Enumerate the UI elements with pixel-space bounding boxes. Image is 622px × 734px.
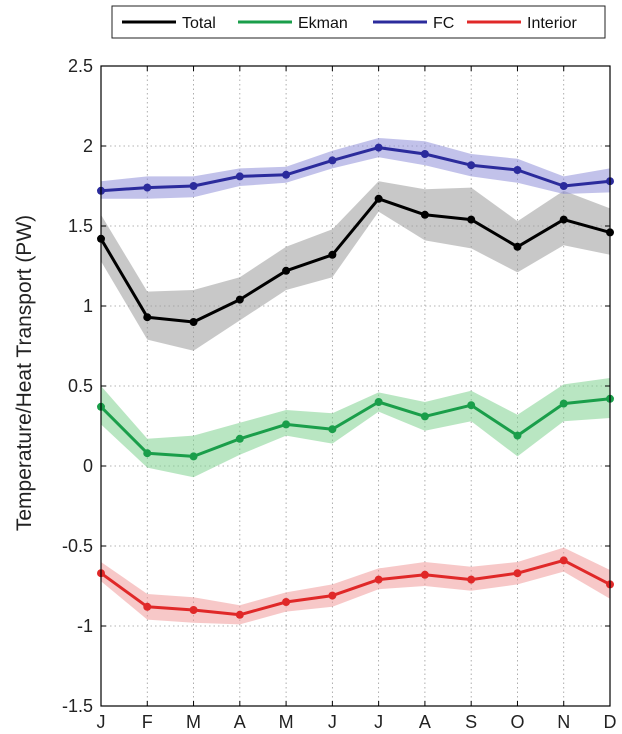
total-point — [143, 313, 152, 322]
ekman-line — [99, 397, 611, 458]
ekman-point — [513, 431, 522, 440]
ekman-point — [235, 434, 244, 443]
uncertainty-bands — [101, 138, 610, 625]
y-tick-label: 2 — [83, 136, 93, 156]
total-point — [189, 318, 198, 326]
y-tick-label: 0 — [83, 456, 93, 476]
x-tick-label: A — [234, 712, 246, 732]
total-point — [282, 266, 291, 275]
y-tick-label: 1.5 — [68, 216, 93, 236]
y-tick-label: 2.5 — [68, 56, 93, 76]
x-tick-label: O — [510, 712, 524, 732]
total-point — [467, 215, 476, 224]
interior-point — [374, 575, 383, 584]
legend-label-fc: FC — [433, 15, 454, 32]
interior-point — [559, 556, 568, 565]
ekman-point — [467, 401, 476, 410]
x-tick-label: J — [328, 712, 337, 732]
axis-ticks — [100, 65, 611, 707]
total-line — [99, 197, 611, 324]
fc-point — [328, 156, 337, 165]
x-tick-label: S — [465, 712, 477, 732]
x-tick-label: D — [604, 712, 617, 732]
fc-point — [189, 182, 198, 190]
fc-line — [100, 146, 611, 193]
y-tick-label: -1 — [77, 616, 93, 636]
x-tick-label: J — [97, 712, 106, 732]
series-lines — [99, 146, 611, 617]
fc-point — [235, 172, 244, 181]
interior-point — [235, 610, 244, 619]
interior-point — [467, 575, 476, 584]
fc-point — [467, 161, 476, 170]
total-point — [559, 215, 568, 224]
ekman-point — [374, 398, 383, 406]
legend: Total Ekman FC Interior — [111, 5, 606, 39]
total-point — [235, 295, 244, 304]
legend-label-total: Total — [182, 15, 216, 32]
fc-point — [282, 170, 291, 179]
x-tick-label: A — [419, 712, 431, 732]
legend-box — [111, 5, 606, 39]
ekman-band — [101, 378, 610, 478]
fc-point — [513, 166, 522, 174]
total-point — [513, 242, 522, 251]
total-point — [420, 210, 429, 219]
y-tick-label: -0.5 — [62, 536, 93, 556]
total-band — [101, 181, 610, 351]
y-tick-label: -1.5 — [62, 696, 93, 716]
interior-point — [282, 598, 291, 606]
fc-band — [101, 138, 610, 199]
x-tick-label: F — [142, 712, 153, 732]
x-tick-label: J — [374, 712, 383, 732]
interior-band — [101, 547, 610, 625]
fc-point — [559, 182, 568, 190]
x-tick-label: N — [557, 712, 570, 732]
ekman-point — [559, 399, 568, 408]
fc-point — [374, 143, 383, 152]
series-points — [97, 143, 614, 619]
fc-point — [420, 150, 429, 158]
total-point — [374, 194, 383, 203]
y-axis-label: Temperature/Heat Transport (PW) — [13, 215, 36, 531]
legend-label-ekman: Ekman — [298, 15, 348, 32]
fc-point — [143, 183, 152, 192]
ekman-point — [282, 420, 291, 429]
interior-point — [189, 606, 198, 614]
ekman-point — [189, 452, 198, 461]
y-tick-labels: -1.5 -1 -0.5 0 0.5 1 1.5 2 2.5 — [62, 56, 93, 716]
ekman-point — [420, 412, 429, 421]
interior-point — [513, 569, 522, 578]
x-tick-label: M — [279, 712, 294, 732]
interior-line — [100, 558, 611, 617]
interior-point — [143, 602, 152, 611]
ekman-point — [328, 425, 337, 434]
ekman-point — [143, 449, 152, 458]
y-tick-label: 1 — [83, 296, 93, 316]
interior-point — [420, 570, 429, 579]
interior-point — [328, 591, 337, 600]
legend-label-interior: Interior — [527, 15, 577, 32]
total-point — [328, 250, 337, 259]
x-tick-label: M — [186, 712, 201, 732]
y-tick-label: 0.5 — [68, 376, 93, 396]
